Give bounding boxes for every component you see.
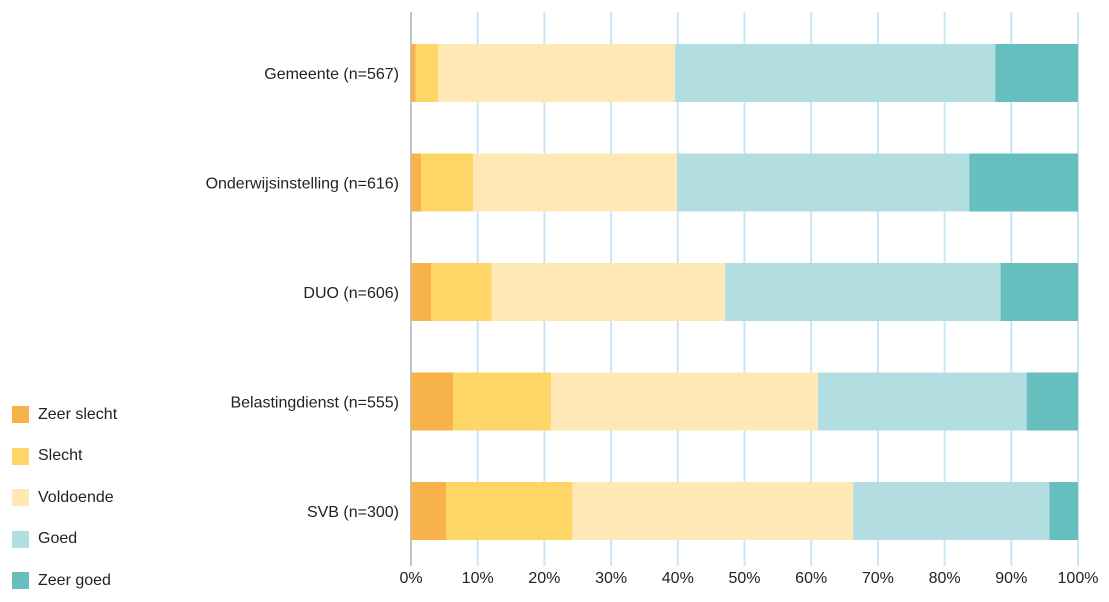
x-tick-labels: 0% 10% 20% 30% 40% 50% 60% 70% 80% 90% 100% bbox=[399, 570, 1098, 586]
category-label: Gemeente (n=567) bbox=[264, 66, 399, 83]
category-labels: Gemeente (n=567) Onderwijsinstelling (n=6… bbox=[206, 66, 399, 521]
bar-segment bbox=[421, 153, 474, 212]
bar-segment bbox=[415, 44, 439, 102]
legend-swatch bbox=[12, 489, 29, 507]
x-tick-label: 90% bbox=[995, 570, 1027, 586]
legend-label: Voldoende bbox=[38, 488, 114, 506]
category-label: Onderwijsinstelling (n=616) bbox=[206, 176, 399, 193]
x-tick-label: 50% bbox=[728, 570, 760, 586]
legend-item: Slecht bbox=[12, 436, 117, 478]
legend-item: Zeer slecht bbox=[12, 394, 117, 436]
bar-segment bbox=[1000, 263, 1078, 321]
bar-segment bbox=[491, 263, 726, 321]
x-tick-label: 40% bbox=[662, 570, 694, 586]
x-tick-label: 70% bbox=[862, 570, 894, 586]
legend-label: Goed bbox=[38, 530, 78, 548]
bar-segment bbox=[551, 372, 818, 431]
x-tick-label: 100% bbox=[1058, 570, 1099, 586]
bar-segment bbox=[1049, 482, 1078, 540]
bar-segment bbox=[725, 263, 1001, 321]
x-tick-label: 10% bbox=[462, 570, 494, 586]
bar-segment bbox=[817, 372, 1027, 431]
legend-swatch bbox=[12, 572, 29, 590]
bar-segment bbox=[572, 482, 854, 540]
legend-item: Goed bbox=[12, 519, 117, 561]
x-tick-label: 80% bbox=[929, 570, 961, 586]
category-label: SVB (n=300) bbox=[307, 504, 399, 521]
category-label: Belastingdienst (n=555) bbox=[230, 395, 399, 412]
category-label: DUO (n=606) bbox=[303, 285, 399, 302]
x-tick-label: 30% bbox=[595, 570, 627, 586]
bar-segment bbox=[473, 153, 678, 212]
bar-segment bbox=[1026, 372, 1078, 431]
bar-segment bbox=[411, 153, 422, 212]
x-tick-label: 0% bbox=[399, 570, 422, 586]
legend-item: Zeer goed bbox=[12, 560, 117, 602]
bars bbox=[411, 44, 1078, 540]
bar-segment bbox=[446, 482, 573, 540]
legend-swatch bbox=[12, 406, 29, 424]
x-tick-label: 20% bbox=[528, 570, 560, 586]
legend-label: Slecht bbox=[38, 447, 83, 465]
x-tick-label: 60% bbox=[795, 570, 827, 586]
bar-segment bbox=[995, 44, 1078, 102]
bar-segment bbox=[411, 372, 454, 431]
legend-label: Zeer slecht bbox=[38, 405, 118, 423]
stacked-bar-chart: Gemeente (n=567) Onderwijsinstelling (n=6… bbox=[206, 12, 1098, 586]
legend-label: Zeer goed bbox=[38, 571, 111, 589]
bar-segment bbox=[969, 153, 1078, 212]
legend: Zeer slecht Slecht Voldoende Goed Zeer goed bbox=[12, 394, 117, 602]
bar-segment bbox=[411, 482, 447, 540]
bar-segment bbox=[853, 482, 1050, 540]
legend-swatch bbox=[12, 530, 29, 548]
legend-swatch bbox=[12, 447, 29, 465]
bar-segment bbox=[438, 44, 676, 102]
bar-segment bbox=[677, 153, 970, 212]
bar-segment bbox=[453, 372, 552, 431]
bar-segment bbox=[675, 44, 996, 102]
bar-segment bbox=[431, 263, 492, 321]
legend-item: Voldoende bbox=[12, 477, 117, 519]
bar-segment bbox=[411, 44, 416, 102]
bar-segment bbox=[411, 263, 432, 321]
